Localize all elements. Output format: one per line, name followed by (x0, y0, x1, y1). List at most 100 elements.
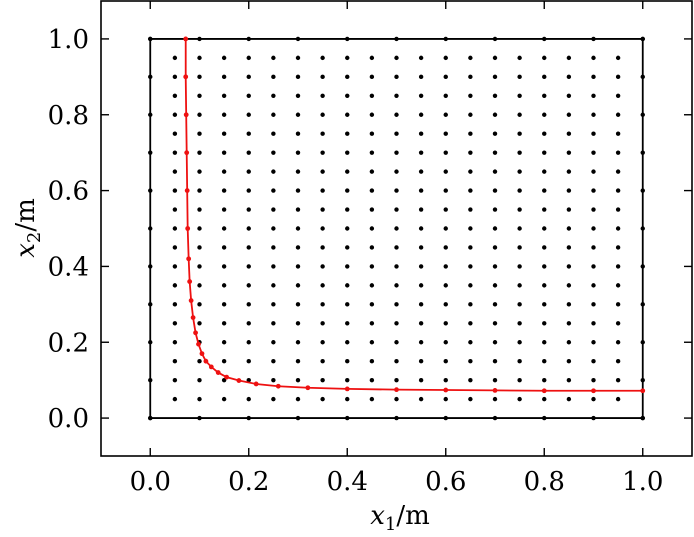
interior-node (394, 150, 399, 155)
plot-area (148, 36, 646, 421)
interior-node (221, 55, 227, 61)
boundary-node (640, 264, 645, 269)
interior-node (197, 359, 202, 364)
interior-node (369, 112, 375, 117)
curve-point (184, 150, 190, 156)
interior-node (566, 396, 572, 402)
interior-node (492, 150, 498, 155)
interior-node (468, 264, 473, 269)
interior-node (566, 74, 572, 80)
interior-node (369, 302, 375, 307)
boundary-node (148, 264, 153, 269)
interior-node (172, 169, 178, 174)
interior-node (443, 207, 448, 212)
interior-node (542, 207, 547, 212)
interior-node (591, 169, 596, 174)
interior-node (197, 264, 202, 269)
interior-node (394, 321, 399, 326)
interior-node (566, 302, 572, 307)
interior-node (615, 245, 621, 250)
interior-node (345, 93, 350, 98)
interior-node (345, 226, 350, 231)
interior-node (271, 131, 276, 136)
interior-node (197, 93, 202, 98)
interior-node (369, 55, 375, 61)
interior-node (615, 359, 621, 364)
interior-node (394, 112, 399, 117)
curve-point (193, 330, 198, 336)
interior-node (443, 264, 448, 269)
interior-node (492, 396, 498, 402)
interior-node (418, 377, 424, 383)
interior-node (542, 188, 547, 193)
interior-node (394, 226, 399, 231)
boundary-node (394, 36, 399, 42)
interior-node (369, 74, 375, 80)
curve-point (275, 383, 281, 389)
interior-node (418, 245, 424, 250)
curve-point (215, 370, 221, 375)
interior-node (566, 340, 572, 345)
interior-node (517, 74, 522, 80)
interior-node (443, 396, 448, 402)
interior-node (591, 150, 596, 155)
interior-node (369, 131, 375, 136)
x-tick-label: 0.6 (425, 467, 466, 497)
interior-node (566, 264, 572, 269)
interior-node (246, 302, 251, 307)
interior-node (295, 188, 301, 193)
interior-node (517, 264, 522, 269)
interior-node (320, 55, 325, 61)
boundary-node (148, 112, 153, 117)
interior-node (394, 93, 399, 98)
boundary-node (148, 74, 153, 80)
interior-node (394, 396, 399, 402)
interior-node (542, 55, 547, 61)
y-tick-label: 0.6 (48, 177, 89, 207)
axes-frame (100, 0, 693, 457)
interior-node (320, 169, 325, 174)
interior-node (394, 245, 399, 250)
interior-node (246, 340, 251, 345)
interior-node (542, 321, 547, 326)
curve-point (186, 256, 192, 262)
interior-node (418, 169, 424, 174)
interior-node (369, 264, 375, 269)
interior-node (271, 340, 276, 345)
interior-node (517, 112, 522, 117)
boundary-node (640, 188, 645, 193)
curve-point (236, 378, 242, 383)
interior-node (468, 169, 473, 174)
interior-node (172, 340, 178, 345)
interior-node (591, 112, 596, 117)
interior-node (566, 150, 572, 155)
interior-node (345, 302, 350, 307)
interior-node (418, 283, 424, 288)
interior-node (468, 112, 473, 117)
interior-node (246, 283, 251, 288)
interior-node (443, 150, 448, 155)
interior-node (369, 207, 375, 212)
interior-node (443, 283, 448, 288)
interior-node (566, 93, 572, 98)
interior-node (591, 359, 596, 364)
interior-node (566, 283, 572, 288)
curve-point (183, 36, 189, 42)
interior-node (492, 169, 498, 174)
interior-node (517, 340, 522, 345)
interior-node (295, 377, 301, 383)
interior-node (468, 226, 473, 231)
interior-node (394, 377, 399, 383)
interior-node (418, 131, 424, 136)
interior-node (295, 340, 301, 345)
interior-node (369, 359, 375, 364)
interior-node (615, 207, 621, 212)
interior-node (517, 226, 522, 231)
interior-node (221, 169, 227, 174)
interior-node (615, 55, 621, 61)
interior-node (271, 188, 276, 193)
interior-node (542, 93, 547, 98)
interior-node (591, 188, 596, 193)
interior-node (271, 264, 276, 269)
interior-node (517, 207, 522, 212)
